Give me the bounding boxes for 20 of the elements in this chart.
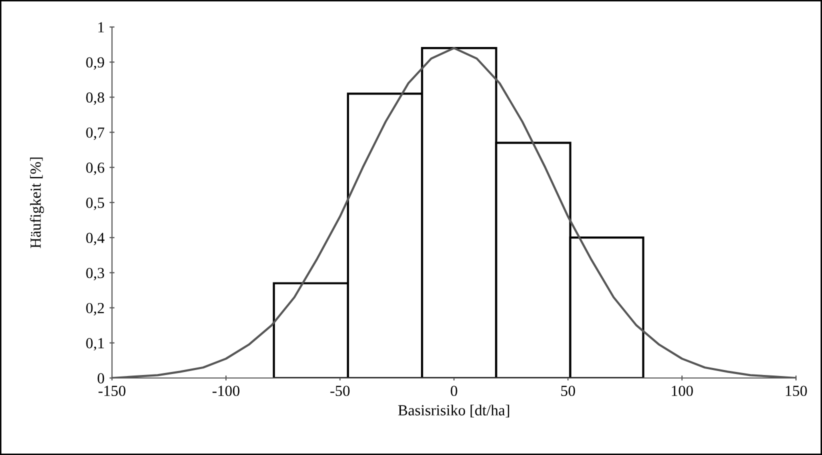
x-tick-label: -100 <box>212 386 240 396</box>
y-tick-label: 0,8 <box>86 92 104 105</box>
x-tick-label: 0 <box>450 386 458 396</box>
y-tick-label: 0,2 <box>86 302 104 316</box>
x-tick-label: 150 <box>786 386 807 396</box>
y-axis-title: Häufigkeit [%] <box>30 158 44 248</box>
x-tick-label: 50 <box>561 386 576 396</box>
y-tick-label: 0 <box>98 373 104 384</box>
y-tick-label: 0,7 <box>86 127 104 140</box>
y-tick-label: 0,1 <box>86 338 104 351</box>
x-tick-label: 100 <box>672 386 693 396</box>
y-tick-label: 1 <box>98 22 104 32</box>
x-axis-title: Basisrisiko [dt/ha] <box>398 404 510 418</box>
y-tick-label: 0,5 <box>86 198 104 210</box>
x-tick-label: -150 <box>98 386 126 396</box>
x-tick-label: -50 <box>330 386 350 396</box>
y-tick-label: 0,3 <box>86 268 104 280</box>
y-tick-label: 0,9 <box>86 57 104 70</box>
y-tick-label: 0,6 <box>86 162 104 176</box>
y-tick-label: 0,4 <box>86 232 104 246</box>
